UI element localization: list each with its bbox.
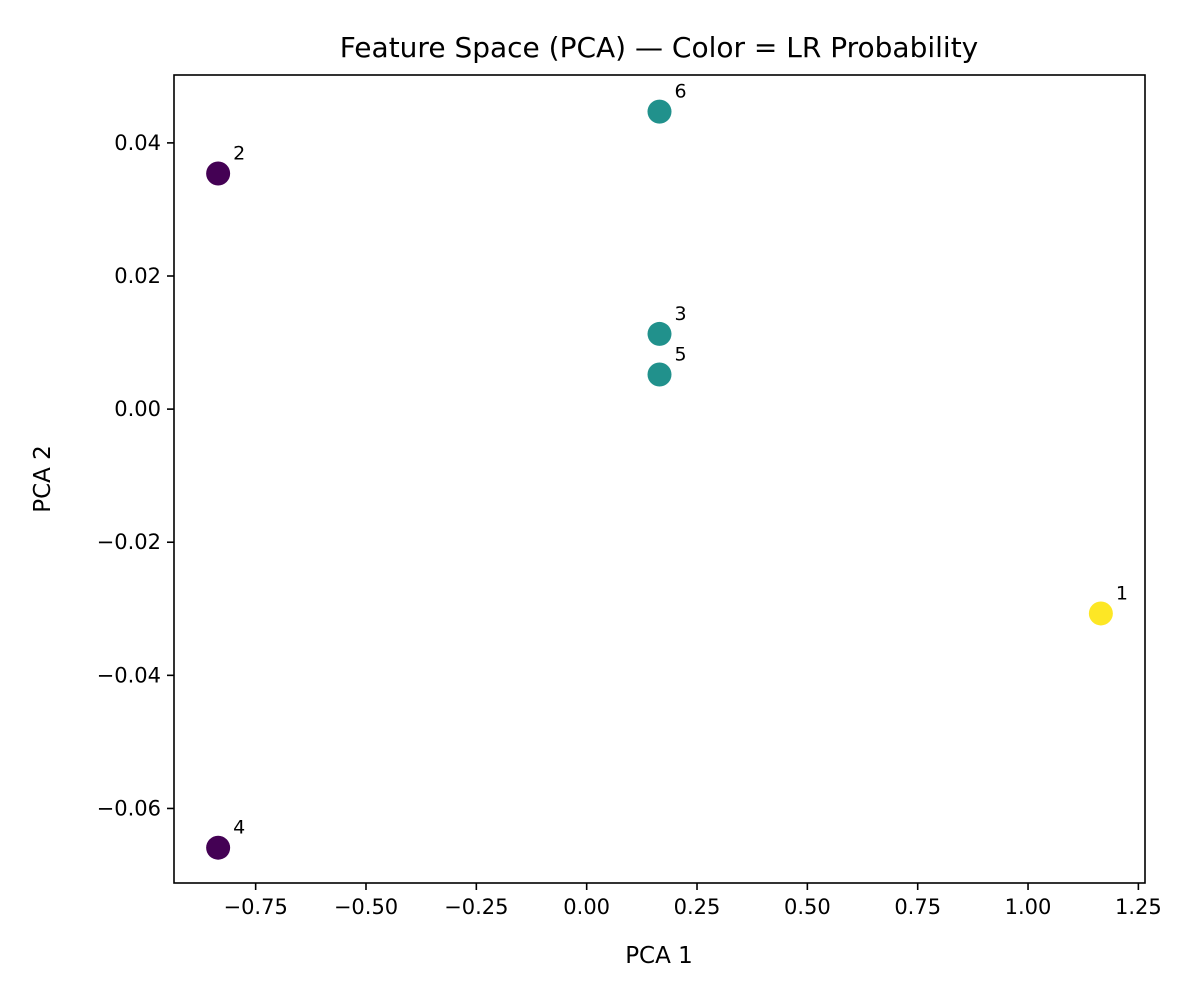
scatter-point — [206, 161, 231, 186]
y-axis-label: PCA 2 — [30, 445, 56, 513]
x-tick-label: −0.75 — [223, 895, 287, 919]
chart-title: Feature Space (PCA) — Color = LR Probabi… — [340, 31, 979, 64]
scatter-point — [647, 99, 672, 124]
x-tick-label: 0.50 — [784, 895, 831, 919]
x-tick-label: 0.75 — [894, 895, 941, 919]
y-tick-label: −0.02 — [97, 530, 161, 554]
x-tick-label: 0.00 — [563, 895, 610, 919]
points-layer: 1 2 3 4 5 6 — [206, 81, 1128, 860]
x-tick-label: 1.00 — [1005, 895, 1052, 919]
point-label: 5 — [675, 344, 687, 366]
y-tick-label: −0.06 — [97, 796, 161, 820]
plot-frame — [173, 74, 1146, 884]
y-tick-label: 0.02 — [114, 264, 161, 288]
y-tick-label: 0.04 — [114, 131, 161, 155]
point-label: 6 — [675, 81, 687, 103]
point-label: 1 — [1116, 582, 1128, 604]
point-label: 3 — [675, 303, 687, 325]
x-tick-label: −0.25 — [444, 895, 508, 919]
x-tick-label: 0.25 — [674, 895, 721, 919]
scatter-point — [1088, 601, 1113, 626]
point-label: 4 — [233, 817, 245, 839]
point-label: 2 — [233, 143, 245, 165]
y-tick-label: 0.00 — [114, 397, 161, 421]
y-tick-label: −0.04 — [97, 663, 161, 687]
x-tick-label: 1.25 — [1115, 895, 1162, 919]
x-tick-label: −0.50 — [334, 895, 398, 919]
scatter-point — [647, 321, 672, 346]
scatter-point — [206, 835, 231, 860]
scatter-point — [647, 362, 672, 387]
ticks-layer: −0.75 −0.50 −0.25 0.00 0.25 0.50 0.75 1.00 1.25 −… — [97, 131, 1162, 919]
x-axis-label: PCA 1 — [625, 943, 693, 969]
